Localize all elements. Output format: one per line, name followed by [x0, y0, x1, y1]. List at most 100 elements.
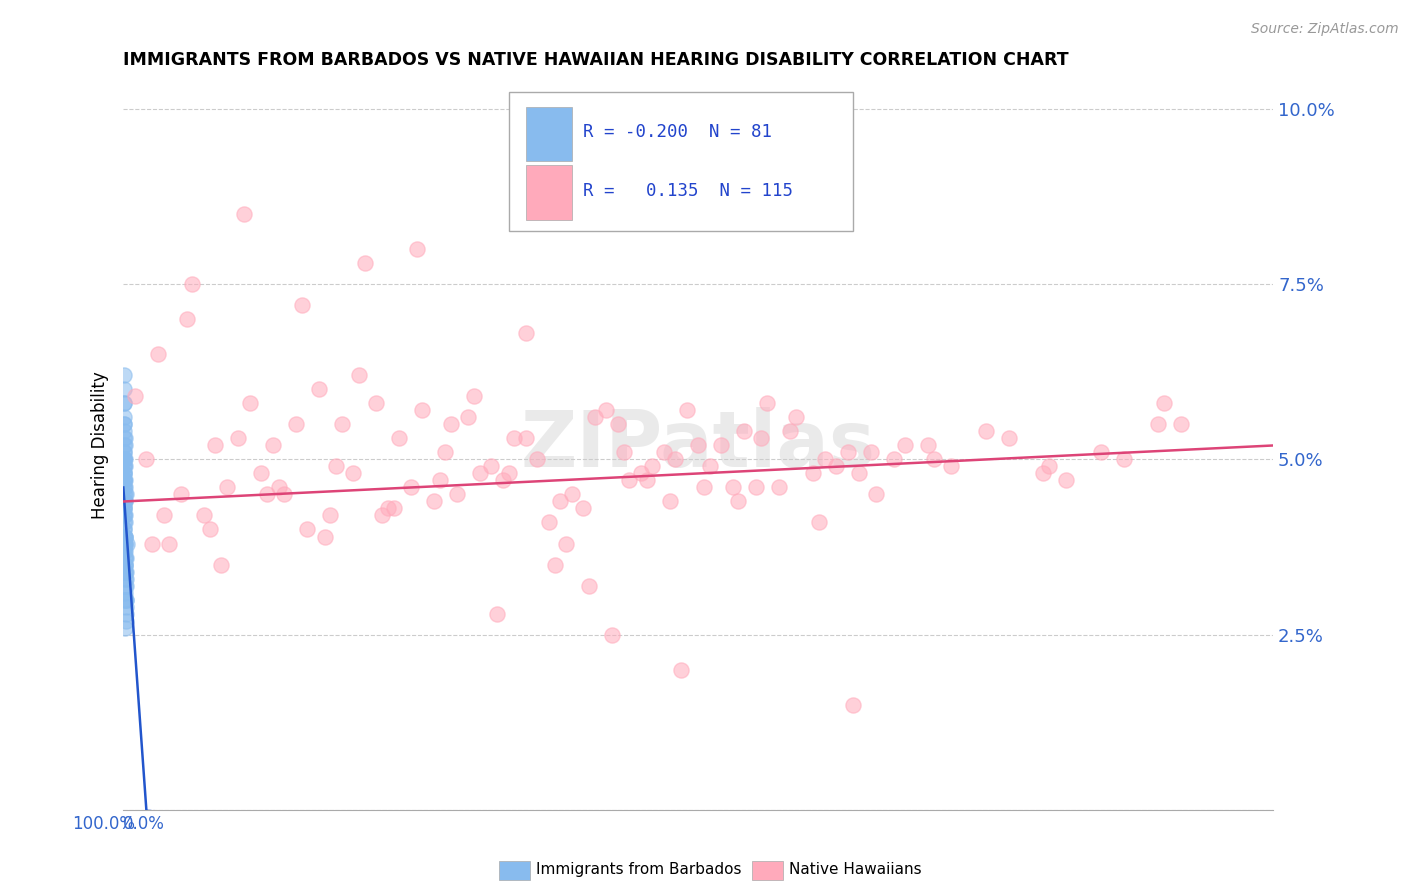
Point — [284, 417, 307, 432]
Point — [114, 529, 136, 543]
Point — [209, 558, 232, 572]
Text: R =   0.135  N = 115: R = 0.135 N = 115 — [583, 182, 793, 200]
Point — [922, 452, 945, 467]
Point — [733, 425, 755, 439]
Point — [112, 410, 135, 425]
Y-axis label: Hearing Disability: Hearing Disability — [91, 372, 110, 519]
Point — [636, 474, 658, 488]
Point — [859, 445, 882, 459]
FancyBboxPatch shape — [526, 165, 572, 219]
Point — [112, 474, 135, 488]
Point — [228, 432, 250, 446]
Point — [814, 452, 837, 467]
Point — [198, 523, 221, 537]
FancyBboxPatch shape — [526, 107, 572, 161]
Point — [112, 508, 135, 523]
Point — [114, 487, 136, 501]
Point — [114, 550, 136, 565]
Point — [112, 543, 135, 558]
Point — [837, 445, 859, 459]
Point — [1054, 474, 1077, 488]
Point — [1038, 459, 1060, 474]
Point — [768, 481, 790, 495]
Point — [114, 543, 136, 558]
Point — [114, 474, 136, 488]
Point — [537, 516, 560, 530]
Point — [114, 558, 136, 572]
Point — [314, 529, 336, 543]
Point — [112, 487, 135, 501]
Point — [193, 508, 215, 523]
Point — [114, 487, 136, 501]
Point — [399, 481, 422, 495]
Point — [256, 487, 278, 501]
Point — [114, 565, 136, 579]
Point — [388, 432, 411, 446]
Point — [112, 481, 135, 495]
Point — [112, 445, 135, 459]
Point — [114, 529, 136, 543]
Point — [693, 481, 716, 495]
Point — [555, 536, 578, 550]
Point — [114, 578, 136, 592]
Point — [114, 508, 136, 523]
Point — [115, 578, 138, 592]
Point — [114, 432, 136, 446]
Point — [114, 592, 136, 607]
Point — [382, 501, 405, 516]
Point — [141, 536, 163, 550]
Point — [801, 467, 824, 481]
Point — [267, 481, 290, 495]
Point — [112, 467, 135, 481]
Point — [114, 459, 136, 474]
Point — [630, 467, 652, 481]
Point — [526, 452, 548, 467]
Point — [883, 452, 905, 467]
FancyBboxPatch shape — [509, 92, 853, 231]
Point — [543, 558, 565, 572]
Point — [112, 501, 135, 516]
Point — [411, 403, 433, 417]
Point — [114, 516, 136, 530]
Point — [112, 452, 135, 467]
Point — [112, 536, 135, 550]
Point — [440, 417, 463, 432]
Point — [114, 558, 136, 572]
Point — [114, 467, 136, 481]
Point — [112, 396, 135, 410]
Point — [114, 550, 136, 565]
Text: IMMIGRANTS FROM BARBADOS VS NATIVE HAWAIIAN HEARING DISABILITY CORRELATION CHART: IMMIGRANTS FROM BARBADOS VS NATIVE HAWAI… — [124, 51, 1069, 69]
Point — [215, 481, 238, 495]
Point — [176, 312, 198, 326]
Point — [612, 445, 634, 459]
Point — [578, 578, 600, 592]
Point — [342, 467, 364, 481]
Point — [112, 523, 135, 537]
Point — [115, 592, 138, 607]
Point — [353, 256, 375, 270]
Point — [405, 243, 427, 257]
Point — [848, 467, 870, 481]
Point — [114, 565, 136, 579]
Point — [347, 368, 370, 383]
Point — [751, 432, 773, 446]
Text: Source: ZipAtlas.com: Source: ZipAtlas.com — [1251, 22, 1399, 37]
Point — [641, 459, 664, 474]
Point — [371, 508, 394, 523]
Point — [1090, 445, 1112, 459]
Point — [112, 425, 135, 439]
Text: Native Hawaiians: Native Hawaiians — [789, 863, 921, 877]
Point — [114, 607, 136, 621]
Point — [112, 516, 135, 530]
Point — [114, 565, 136, 579]
Point — [112, 417, 135, 432]
Point — [112, 368, 135, 383]
Point — [114, 501, 136, 516]
Point — [619, 474, 641, 488]
Point — [842, 698, 865, 712]
Point — [290, 298, 312, 312]
Text: 0.0%: 0.0% — [124, 814, 166, 833]
Point — [112, 536, 135, 550]
Point — [114, 529, 136, 543]
Point — [515, 432, 537, 446]
